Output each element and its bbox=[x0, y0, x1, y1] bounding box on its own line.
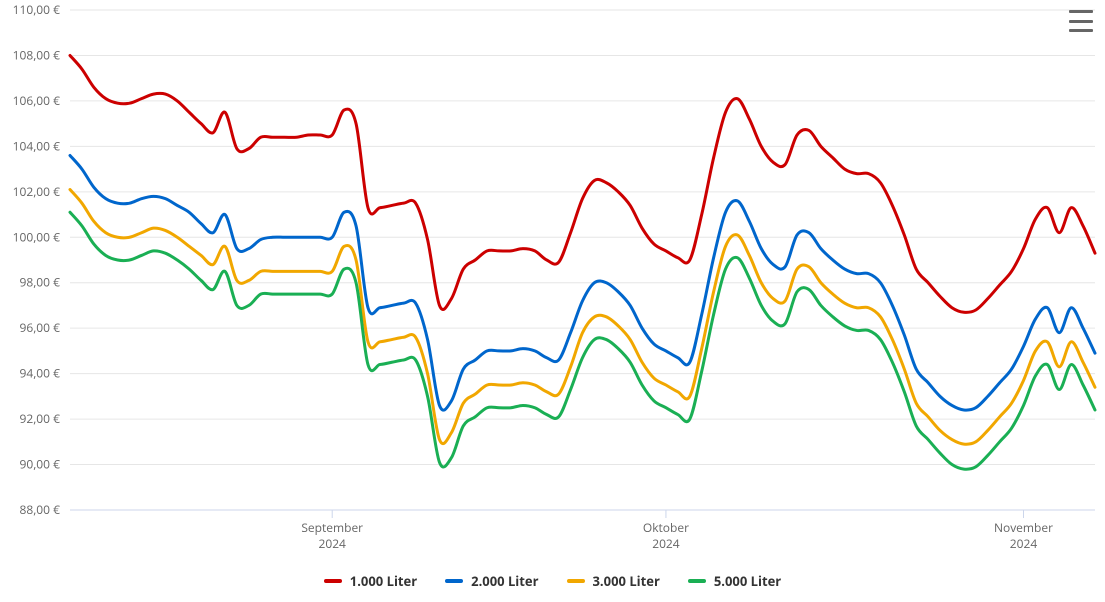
x-tick: Oktober2024 bbox=[643, 519, 689, 552]
svg-text:108,00 €: 108,00 € bbox=[13, 46, 61, 63]
svg-text:100,00 €: 100,00 € bbox=[13, 228, 61, 245]
chart-menu-button[interactable] bbox=[1069, 8, 1093, 34]
x-tick: September2024 bbox=[301, 519, 363, 552]
svg-text:106,00 €: 106,00 € bbox=[13, 92, 61, 109]
legend-swatch bbox=[567, 579, 585, 583]
y-tick: 98,00 € bbox=[19, 274, 60, 291]
y-tick: 106,00 € bbox=[13, 92, 61, 109]
y-tick: 110,00 € bbox=[13, 1, 61, 18]
legend-swatch bbox=[445, 579, 463, 583]
legend-item-3[interactable]: 5.000 Liter bbox=[688, 572, 781, 590]
svg-text:98,00 €: 98,00 € bbox=[19, 274, 60, 291]
y-tick: 92,00 € bbox=[19, 410, 60, 427]
svg-text:88,00 €: 88,00 € bbox=[19, 501, 60, 518]
svg-text:September: September bbox=[301, 519, 363, 536]
svg-text:2024: 2024 bbox=[318, 535, 346, 552]
svg-text:Oktober: Oktober bbox=[643, 519, 689, 536]
y-tick: 108,00 € bbox=[13, 46, 61, 63]
svg-text:November: November bbox=[994, 519, 1053, 536]
y-tick: 104,00 € bbox=[13, 137, 61, 154]
legend-label: 5.000 Liter bbox=[714, 572, 781, 590]
x-tick: November2024 bbox=[994, 519, 1053, 552]
y-tick: 88,00 € bbox=[19, 501, 60, 518]
legend-swatch bbox=[324, 579, 342, 583]
svg-text:2024: 2024 bbox=[652, 535, 680, 552]
legend-label: 1.000 Liter bbox=[350, 572, 417, 590]
legend-item-2[interactable]: 3.000 Liter bbox=[567, 572, 660, 590]
legend-item-1[interactable]: 2.000 Liter bbox=[445, 572, 538, 590]
price-chart: 88,00 € 90,00 € 92,00 € 94,00 € 96,00 € 98,00… bbox=[0, 0, 1105, 602]
svg-text:92,00 €: 92,00 € bbox=[19, 410, 60, 427]
series-line-0[interactable] bbox=[70, 55, 1095, 312]
y-tick: 96,00 € bbox=[19, 319, 60, 336]
svg-text:102,00 €: 102,00 € bbox=[13, 183, 61, 200]
svg-text:94,00 €: 94,00 € bbox=[19, 365, 60, 382]
svg-text:110,00 €: 110,00 € bbox=[13, 1, 61, 18]
svg-text:2024: 2024 bbox=[1010, 535, 1038, 552]
chart-plot-area: 88,00 € 90,00 € 92,00 € 94,00 € 96,00 € 98,00… bbox=[0, 0, 1105, 602]
legend-label: 3.000 Liter bbox=[593, 572, 660, 590]
legend-label: 2.000 Liter bbox=[471, 572, 538, 590]
legend-item-0[interactable]: 1.000 Liter bbox=[324, 572, 417, 590]
y-tick: 102,00 € bbox=[13, 183, 61, 200]
y-tick: 100,00 € bbox=[13, 228, 61, 245]
svg-text:90,00 €: 90,00 € bbox=[19, 456, 60, 473]
chart-legend: 1.000 Liter 2.000 Liter 3.000 Liter 5.000 L… bbox=[0, 569, 1105, 590]
series-line-2[interactable] bbox=[70, 190, 1095, 445]
svg-text:96,00 €: 96,00 € bbox=[19, 319, 60, 336]
svg-text:104,00 €: 104,00 € bbox=[13, 137, 61, 154]
y-tick: 90,00 € bbox=[19, 456, 60, 473]
legend-swatch bbox=[688, 579, 706, 583]
y-tick: 94,00 € bbox=[19, 365, 60, 382]
